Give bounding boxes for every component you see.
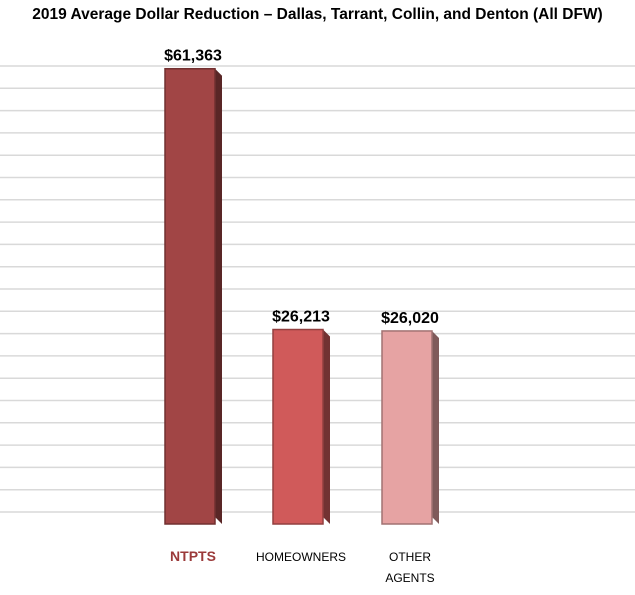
category-label-line: AGENTS: [385, 571, 434, 585]
category-label-line: NTPTS: [170, 548, 216, 564]
bar-side-face: [432, 330, 439, 524]
data-label: $26,020: [381, 310, 439, 327]
bar-homeowners: [272, 328, 330, 525]
category-label: HOMEOWNERS: [256, 550, 346, 564]
chart-title: 2019 Average Dollar Reduction – Dallas, …: [32, 6, 603, 23]
bar-side-face: [215, 68, 222, 524]
category-label-line: OTHER: [389, 550, 431, 564]
data-label: $26,213: [272, 309, 330, 326]
bar-front-face: [272, 328, 324, 525]
category-label: OTHER AGENTS: [385, 550, 434, 585]
bar-front-face: [164, 67, 216, 525]
bar-ntpts: [164, 67, 222, 525]
bars: [164, 67, 439, 525]
labels: $61,363 NTPTS $26,213 HOMEOWNERS $26,020 OTHE…: [164, 48, 439, 585]
category-label: NTPTS: [170, 548, 216, 564]
category-label-line: HOMEOWNERS: [256, 550, 346, 564]
bar-side-face: [323, 329, 330, 524]
bar-front-face: [381, 330, 433, 525]
bar-other-agents: [381, 330, 439, 525]
data-label: $61,363: [164, 48, 222, 65]
